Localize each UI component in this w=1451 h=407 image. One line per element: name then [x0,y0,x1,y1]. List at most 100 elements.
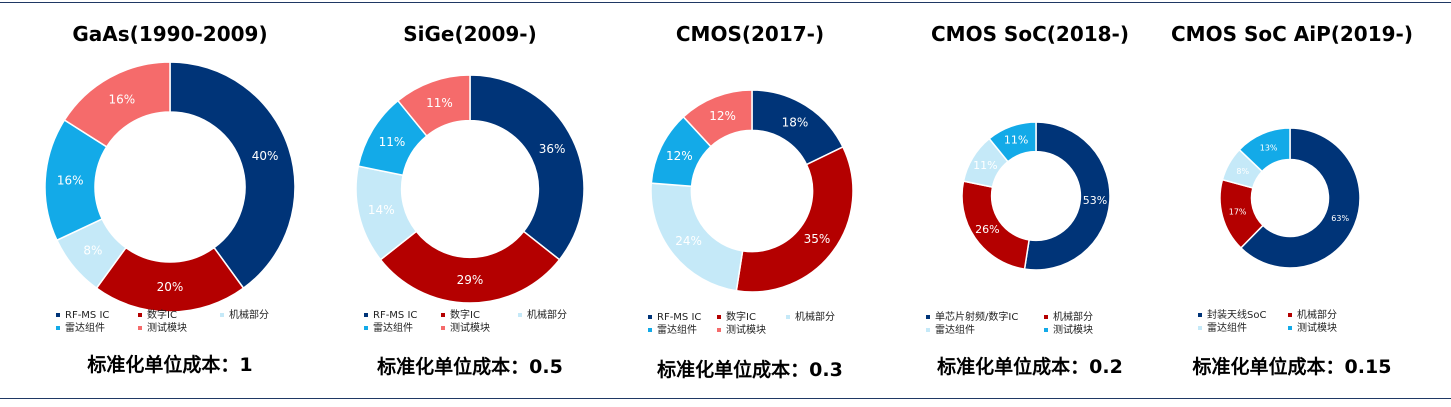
legend-marker [138,313,142,317]
legend-marker [1044,315,1048,319]
chart-panel-cmos: CMOS(2017-) 18% 35% 24% 12% 12% RF-MS IC 数字IC… [620,10,880,390]
legend-item: 雷达组件 [364,323,413,335]
legend-item: 雷达组件 [648,325,697,337]
legend-marker [648,328,652,332]
legend-label: 雷达组件 [373,323,413,334]
legend-item: 封装天线SoC [1198,310,1266,322]
top-rule [0,2,1451,3]
slice-data-label: 13% [1260,144,1278,153]
legend-marker [717,328,721,332]
bottom-rule [0,398,1451,399]
legend-item: 雷达组件 [1198,323,1247,335]
legend-item: 测试模块 [138,323,187,335]
unit-cost-label: 标准化单位成本：0.5 [377,356,563,378]
legend-label: RF-MS IC [657,312,702,323]
slice-data-label: 26% [975,223,999,236]
legend-label: 数字IC [726,312,756,323]
slice-data-label: 14% [368,203,395,217]
legend-item: 雷达组件 [926,325,975,337]
legend-marker [1288,313,1292,317]
legend-label: 封装天线SoC [1207,310,1267,321]
legend-label: RF-MS IC [65,310,110,321]
donut-slice [650,182,744,292]
donut-slice [396,74,471,138]
slice-data-label: 40% [252,149,279,163]
chart-legend: 封装天线SoC 机械部分雷达组件 测试模块 [1198,310,1438,340]
legend-item: 测试模块 [1044,325,1093,337]
legend-item: 机械部分 [1288,310,1337,322]
slice-data-label: 11% [379,135,406,149]
donut-slice [169,61,296,290]
legend-item: 测试模块 [1288,323,1337,335]
legend-marker [364,326,368,330]
legend-marker [1198,326,1202,330]
slice-data-label: 16% [57,174,84,188]
legend-marker [56,313,60,317]
legend-item: 测试模块 [717,325,766,337]
legend-marker [138,326,142,330]
slice-data-label: 8% [1236,167,1249,176]
donut-slice [379,230,561,304]
legend-label: 数字IC [147,310,177,321]
slice-data-label: 24% [675,234,702,248]
legend-item: 雷达组件 [56,323,105,335]
legend-marker [56,326,60,330]
chart-legend: RF-MS IC 数字IC 机械部分雷达组件 测试模块 [648,312,888,342]
chart-legend: RF-MS IC 数字IC 机械部分雷达组件 测试模块 [364,310,604,340]
legend-label: 测试模块 [1297,323,1337,334]
legend-label: 单芯片射频/数字IC [935,312,1019,323]
legend-item: 机械部分 [786,312,835,324]
legend-marker [786,315,790,319]
unit-cost-label: 标准化单位成本：0.3 [657,359,843,381]
legend-label: 雷达组件 [1207,323,1247,334]
legend-label: 机械部分 [1297,310,1337,321]
slice-data-label: 17% [1229,208,1247,217]
legend-label: 测试模块 [450,323,490,334]
legend-item: 数字IC [138,310,177,322]
legend-item: 测试模块 [441,323,490,335]
legend-marker [1288,326,1292,330]
chart-panel-cmos-soc-aip: CMOS SoC AiP(2019-) 63% 17% 8% 13% 封装天线SoC 机… [1162,10,1422,390]
chart-panel-cmos-soc: CMOS SoC(2018-) 53% 26% 11% 11% 单芯片射频/数字IC 机… [900,10,1160,390]
legend-marker [717,315,721,319]
unit-cost-label: 标准化单位成本：1 [87,354,253,376]
legend-item: 机械部分 [518,310,567,322]
slice-data-label: 29% [457,273,484,287]
legend-label: 机械部分 [229,310,269,321]
unit-cost-label: 标准化单位成本：0.15 [1192,356,1392,378]
legend-item: RF-MS IC [56,310,109,322]
legend-label: 数字IC [450,310,480,321]
chart-panel-gaas: GaAs(1990-2009) 40% 20% 8% 16% 16% RF-MS IC 数… [40,10,300,390]
legend-label: RF-MS IC [373,310,418,321]
legend-item: 机械部分 [1044,312,1093,324]
legend-marker [364,313,368,317]
legend-label: 机械部分 [1053,312,1093,323]
legend-label: 雷达组件 [657,325,697,336]
legend-label: 机械部分 [795,312,835,323]
slice-data-label: 63% [1331,214,1349,223]
chart-legend: 单芯片射频/数字IC 机械部分雷达组件 测试模块 [926,312,1166,342]
chart-title: SiGe(2009-) [403,22,537,46]
legend-label: 测试模块 [726,325,766,336]
slice-data-label: 11% [1004,134,1028,147]
slice-data-label: 53% [1083,194,1107,207]
donut-chart-gaas: 40% 20% 8% 16% 16% [44,61,296,313]
slice-data-label: 35% [804,232,831,246]
legend-item: 机械部分 [220,310,269,322]
donut-chart-sige: 36% 29% 14% 11% 11% [355,74,585,304]
legend-marker [1044,328,1048,332]
legend-marker [441,313,445,317]
slice-data-label: 16% [108,92,135,106]
donut-slice [63,61,171,148]
legend-marker [926,328,930,332]
legend-label: 雷达组件 [65,323,105,334]
unit-cost-label: 标准化单位成本：0.2 [937,356,1123,378]
legend-item: RF-MS IC [648,312,701,324]
legend-item: 数字IC [441,310,480,322]
slice-data-label: 12% [666,149,693,163]
chart-title: CMOS(2017-) [675,22,825,46]
slice-data-label: 11% [426,96,453,110]
legend-marker [441,326,445,330]
chart-legend: RF-MS IC 数字IC 机械部分雷达组件 测试模块 [56,310,296,340]
donut-slice [735,145,854,293]
